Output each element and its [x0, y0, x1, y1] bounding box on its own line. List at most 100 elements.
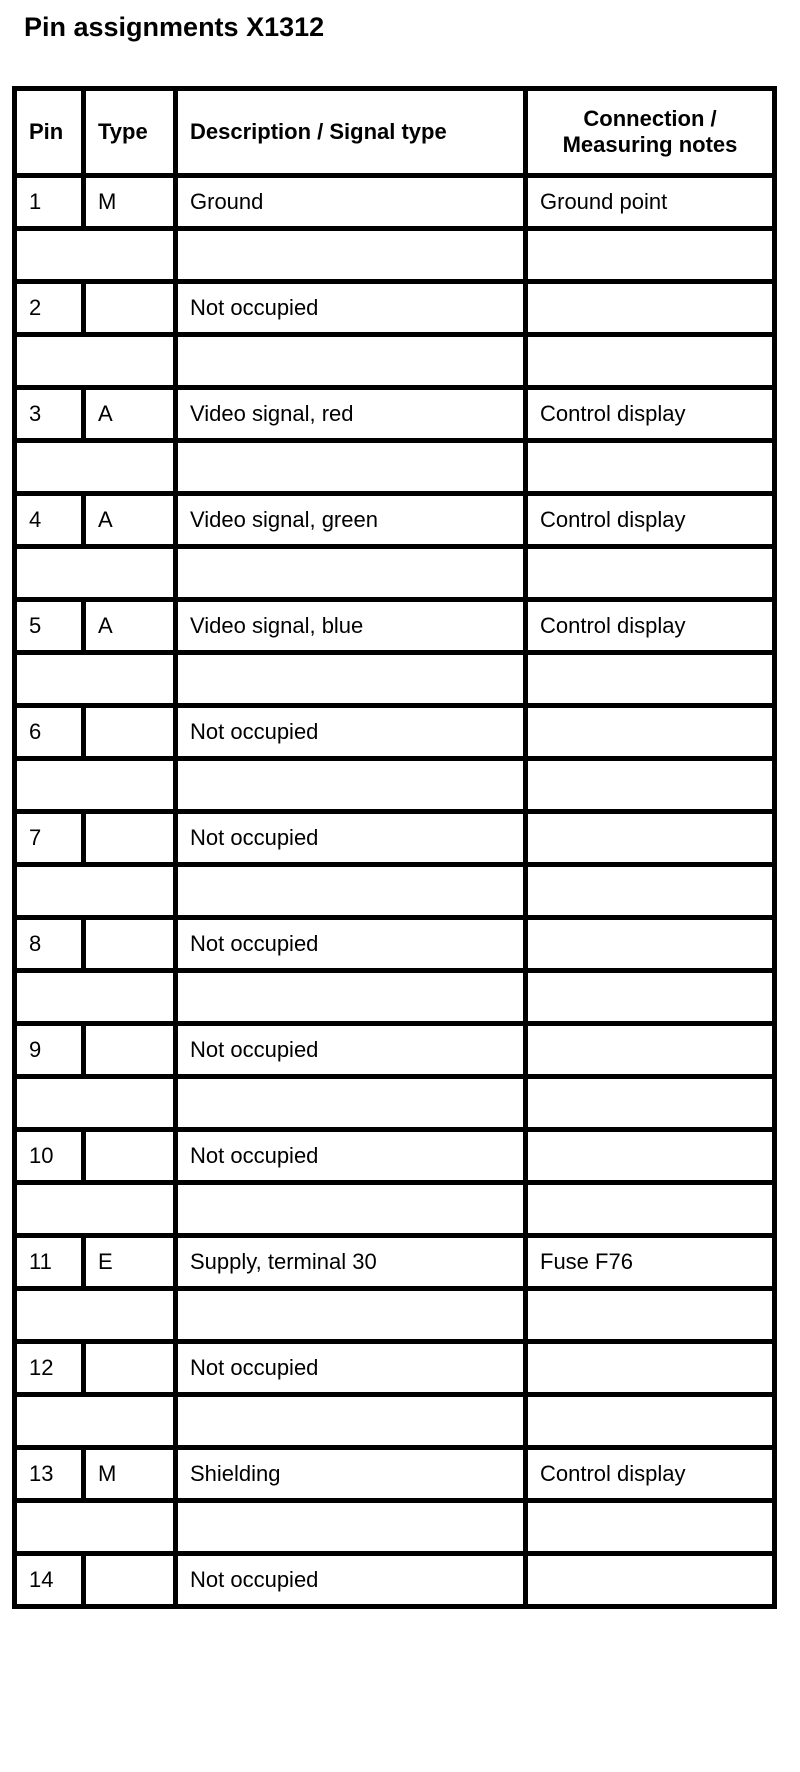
empty-cell: [523, 968, 777, 1026]
table-row: 7 Not occupied: [12, 809, 777, 867]
cell-description: Supply, terminal 30: [173, 1233, 528, 1291]
cell-description: Not occupied: [173, 1127, 528, 1185]
spacer-row: [12, 862, 777, 920]
empty-cell: [12, 862, 178, 920]
spacer-row: [12, 650, 777, 708]
spacer-row: [12, 968, 777, 1026]
empty-cell: [173, 650, 528, 708]
table-row: 12 Not occupied: [12, 1339, 777, 1397]
cell-notes: Fuse F76: [523, 1233, 777, 1291]
cell-pin: 3: [12, 385, 86, 443]
empty-cell: [173, 1180, 528, 1238]
empty-cell: [12, 544, 178, 602]
cell-notes: [523, 1551, 777, 1609]
cell-pin: 14: [12, 1551, 86, 1609]
empty-cell: [173, 544, 528, 602]
spacer-row: [12, 1498, 777, 1556]
empty-cell: [12, 1286, 178, 1344]
cell-pin: 7: [12, 809, 86, 867]
empty-cell: [173, 1074, 528, 1132]
cell-type: A: [81, 491, 178, 549]
cell-type: [81, 1127, 178, 1185]
header-notes-line2: Measuring notes: [562, 132, 738, 157]
cell-pin: 4: [12, 491, 86, 549]
table-row: 4 A Video signal, green Control display: [12, 491, 777, 549]
empty-cell: [523, 544, 777, 602]
cell-type: [81, 1339, 178, 1397]
cell-description: Shielding: [173, 1445, 528, 1503]
spacer-row: [12, 226, 777, 284]
cell-notes: [523, 915, 777, 973]
cell-notes: [523, 279, 777, 337]
cell-notes: [523, 809, 777, 867]
cell-notes: Control display: [523, 1445, 777, 1503]
table-row: 9 Not occupied: [12, 1021, 777, 1079]
cell-description: Not occupied: [173, 279, 528, 337]
table-row: 3 A Video signal, red Control display: [12, 385, 777, 443]
cell-notes: [523, 703, 777, 761]
table-row: 13 M Shielding Control display: [12, 1445, 777, 1503]
cell-description: Ground: [173, 173, 528, 231]
cell-pin: 2: [12, 279, 86, 337]
cell-type: [81, 809, 178, 867]
empty-cell: [12, 1074, 178, 1132]
empty-cell: [523, 862, 777, 920]
cell-notes: Ground point: [523, 173, 777, 231]
empty-cell: [12, 332, 178, 390]
cell-type: [81, 1021, 178, 1079]
cell-type: M: [81, 1445, 178, 1503]
cell-type: A: [81, 597, 178, 655]
cell-description: Not occupied: [173, 1021, 528, 1079]
spacer-row: [12, 756, 777, 814]
cell-pin: 9: [12, 1021, 86, 1079]
empty-cell: [523, 1392, 777, 1450]
empty-cell: [523, 1498, 777, 1556]
empty-cell: [523, 226, 777, 284]
empty-cell: [523, 332, 777, 390]
empty-cell: [12, 650, 178, 708]
cell-description: Not occupied: [173, 1551, 528, 1609]
empty-cell: [523, 1286, 777, 1344]
spacer-row: [12, 1392, 777, 1450]
empty-cell: [12, 968, 178, 1026]
header-notes-line1: Connection /: [583, 106, 717, 131]
spacer-row: [12, 1286, 777, 1344]
cell-description: Not occupied: [173, 915, 528, 973]
cell-notes: [523, 1127, 777, 1185]
empty-cell: [173, 862, 528, 920]
cell-notes: [523, 1339, 777, 1397]
cell-description: Not occupied: [173, 1339, 528, 1397]
spacer-row: [12, 1180, 777, 1238]
spacer-row: [12, 332, 777, 390]
cell-pin: 8: [12, 915, 86, 973]
header-notes: Connection / Measuring notes: [523, 86, 777, 178]
header-type: Type: [81, 86, 178, 178]
cell-notes: [523, 1021, 777, 1079]
spacer-row: [12, 1074, 777, 1132]
page-title: Pin assignments X1312: [24, 12, 325, 42]
cell-pin: 5: [12, 597, 86, 655]
cell-pin: 11: [12, 1233, 86, 1291]
empty-cell: [173, 1286, 528, 1344]
cell-pin: 1: [12, 173, 86, 231]
empty-cell: [12, 1498, 178, 1556]
header-pin: Pin: [12, 86, 86, 178]
cell-description: Video signal, red: [173, 385, 528, 443]
empty-cell: [523, 1074, 777, 1132]
table-row: 10 Not occupied: [12, 1127, 777, 1185]
empty-cell: [523, 650, 777, 708]
cell-type: [81, 703, 178, 761]
cell-type: M: [81, 173, 178, 231]
table-row: 2 Not occupied: [12, 279, 777, 337]
cell-pin: 12: [12, 1339, 86, 1397]
cell-notes: Control display: [523, 597, 777, 655]
cell-pin: 13: [12, 1445, 86, 1503]
empty-cell: [173, 438, 528, 496]
spacer-row: [12, 544, 777, 602]
table-row: 5 A Video signal, blue Control display: [12, 597, 777, 655]
empty-cell: [12, 438, 178, 496]
empty-cell: [173, 1498, 528, 1556]
cell-pin: 6: [12, 703, 86, 761]
table-row: 14 Not occupied: [12, 1551, 777, 1609]
empty-cell: [173, 1392, 528, 1450]
